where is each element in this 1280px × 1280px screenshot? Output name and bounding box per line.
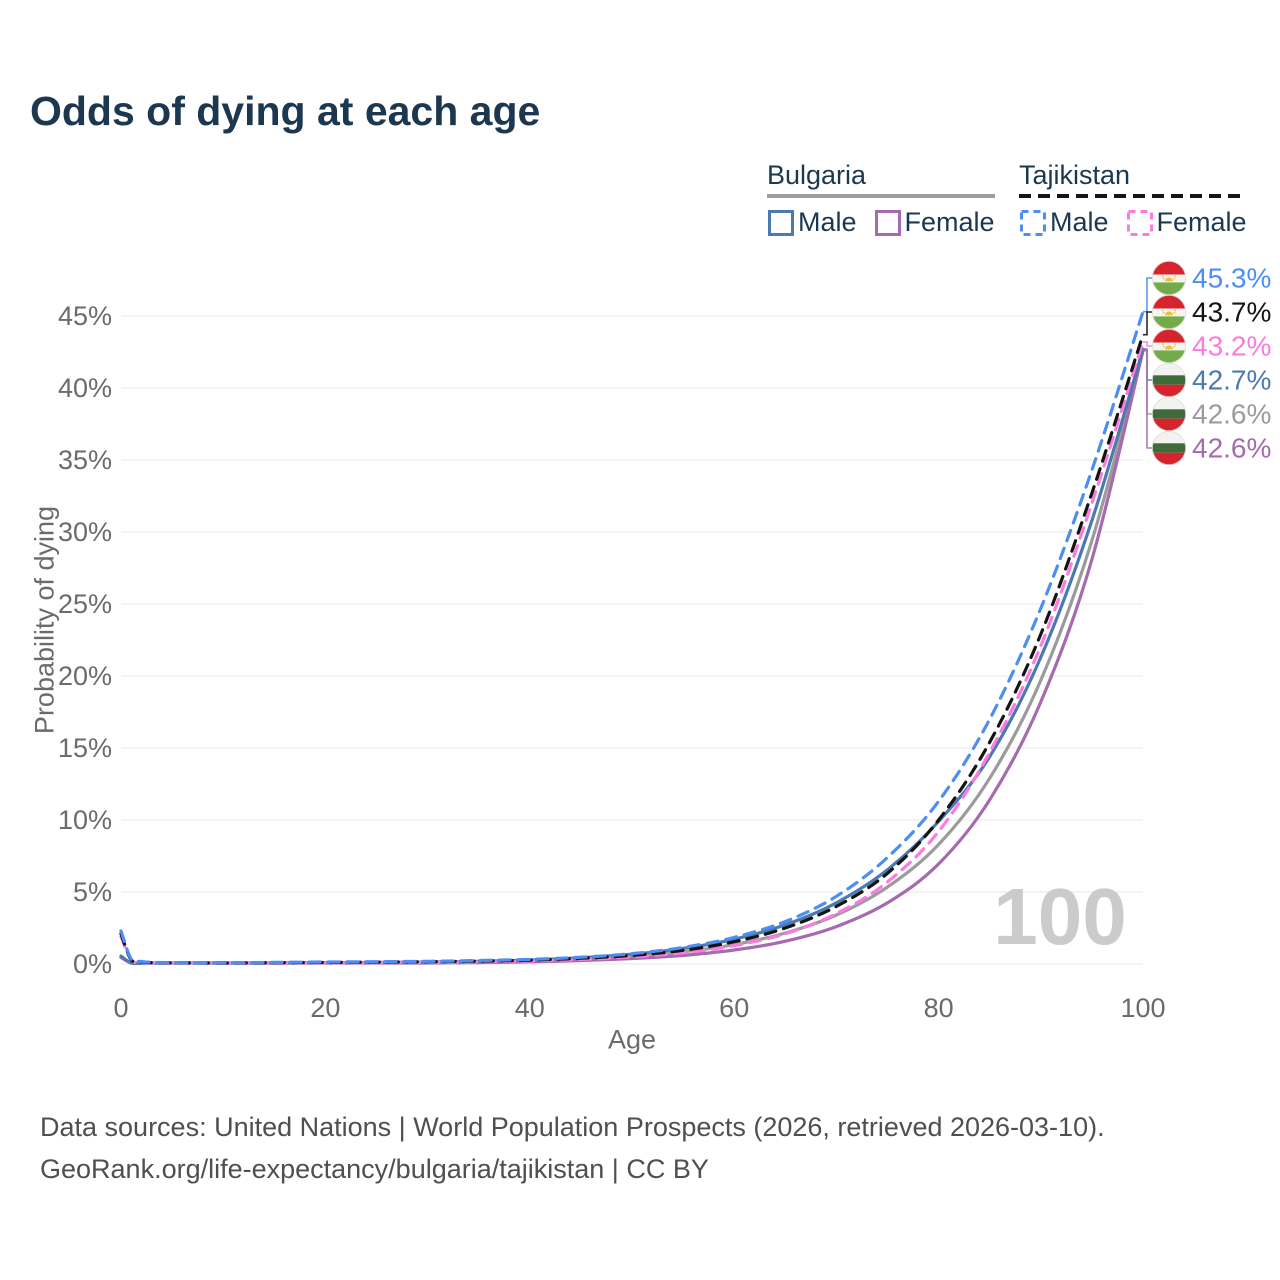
y-tick-label-30: 30% — [58, 517, 112, 547]
y-tick-label-0: 0% — [73, 949, 112, 979]
y-tick-label-20: 20% — [58, 661, 112, 691]
series-line-bulgaria-female[interactable] — [119, 349, 1145, 965]
end-label-leader-line — [1143, 311, 1152, 336]
page-title: Odds of dying at each age — [30, 88, 541, 134]
end-label-bulgaria-both-sexes: 42.6% — [1143, 349, 1271, 431]
x-tick-label-100: 100 — [1120, 993, 1165, 1023]
legend-item-label: Male — [1050, 207, 1109, 237]
legend-item-bulgaria-female[interactable]: Female — [874, 207, 995, 238]
legend-swatch-icon — [768, 209, 794, 236]
legend-item-label: Female — [904, 207, 995, 237]
legend-underline-bulgaria — [767, 194, 995, 198]
series-line-tajikistan-both-sexes[interactable] — [119, 333, 1145, 965]
footer: Data sources: United Nations | World Pop… — [40, 1106, 1105, 1190]
x-tick-label-0: 0 — [113, 993, 128, 1023]
legend-group-title-bulgaria[interactable]: Bulgaria — [767, 160, 867, 190]
end-label-tajikistan-male: 45.3% — [1143, 261, 1271, 313]
legend-item-tajikistan-female[interactable]: Female — [1126, 207, 1247, 238]
x-tick-label-20: 20 — [310, 993, 340, 1023]
legend-underline-tajikistan — [1019, 194, 1247, 198]
legend-items-tajikistan: Male Female — [1019, 207, 1247, 238]
end-label-value: 42.7% — [1192, 365, 1271, 396]
y-axis-title: Probability of dying — [29, 505, 60, 735]
legend-item-label: Male — [798, 207, 857, 237]
y-tick-label-15: 15% — [58, 733, 112, 763]
footer-attribution: GeoRank.org/life-expectancy/bulgaria/taj… — [40, 1154, 709, 1184]
legend-swatch-rect — [768, 209, 794, 236]
end-label-value: 43.7% — [1192, 297, 1271, 328]
x-axis-title: Age — [607, 1024, 657, 1055]
end-label-value: 42.6% — [1192, 433, 1271, 464]
legend-group-bulgaria: Bulgaria Male Female — [767, 160, 995, 238]
legend-items-bulgaria: Male Female — [767, 207, 995, 238]
series-line-bulgaria-male[interactable] — [119, 347, 1145, 966]
bulgaria-flag-icon — [1152, 397, 1186, 431]
end-label-leader-line — [1143, 277, 1152, 313]
x-tick-label-40: 40 — [515, 993, 545, 1023]
legend-item-tajikistan-male[interactable]: Male — [1019, 207, 1109, 238]
tajikistan-flag-icon — [1152, 295, 1186, 329]
end-label-tajikistan-female: 43.2% — [1143, 329, 1271, 363]
y-tick-label-35: 35% — [58, 445, 112, 475]
legend-item-label: Female — [1156, 207, 1247, 237]
y-tick-label-5: 5% — [73, 877, 112, 907]
bulgaria-flag-icon — [1152, 363, 1186, 397]
legend-group-title-tajikistan[interactable]: Tajikistan — [1019, 160, 1131, 190]
series-line-tajikistan-female[interactable] — [119, 340, 1145, 965]
y-tick-label-40: 40% — [58, 373, 112, 403]
watermark-age-100: 100 — [993, 872, 1126, 961]
bulgaria-flag-icon — [1152, 431, 1186, 465]
legend-item-bulgaria-male[interactable]: Male — [767, 207, 857, 238]
y-tick-label-10: 10% — [58, 805, 112, 835]
legend-swatch-rect — [874, 209, 901, 236]
tajikistan-flag-icon — [1152, 261, 1186, 295]
end-label-value: 43.2% — [1192, 331, 1271, 362]
end-label-tajikistan-both-sexes: 43.7% — [1143, 295, 1271, 336]
y-tick-label-25: 25% — [58, 589, 112, 619]
footer-data-sources: Data sources: United Nations | World Pop… — [40, 1112, 1105, 1142]
end-label-bulgaria-female: 42.6% — [1143, 349, 1271, 465]
end-label-leader-line — [1143, 349, 1152, 449]
legend-swatch-icon — [874, 209, 901, 236]
end-label-value: 42.6% — [1192, 399, 1271, 430]
legend-group-tajikistan: Tajikistan Male Female — [1019, 160, 1247, 238]
x-tick-label-80: 80 — [924, 993, 954, 1023]
tajikistan-flag-icon — [1152, 329, 1186, 363]
end-label-value: 45.3% — [1192, 263, 1271, 294]
y-tick-label-45: 45% — [58, 301, 112, 331]
x-tick-label-60: 60 — [719, 993, 749, 1023]
series-line-bulgaria-both-sexes[interactable] — [119, 349, 1145, 966]
series-line-tajikistan-male[interactable] — [119, 310, 1145, 965]
end-label-leader-line — [1143, 341, 1152, 347]
